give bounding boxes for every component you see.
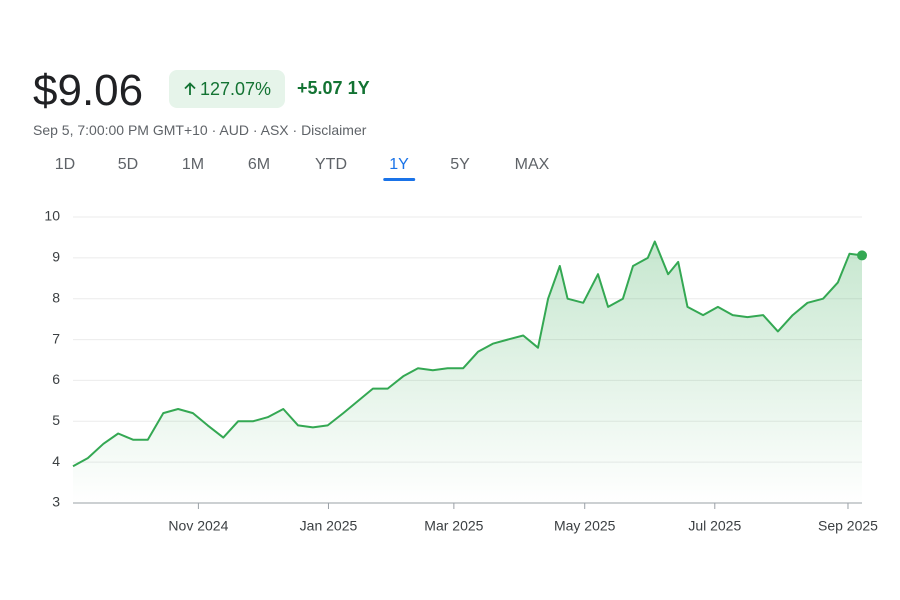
- y-tick-label: 3: [52, 494, 60, 510]
- range-tab[interactable]: YTD: [315, 156, 347, 173]
- y-tick-label: 5: [52, 412, 60, 428]
- range-tab[interactable]: 1M: [181, 156, 205, 173]
- x-tick-label: Mar 2025: [424, 518, 483, 534]
- range-tab[interactable]: 5D: [117, 156, 139, 173]
- x-tick-label: Jul 2025: [688, 518, 741, 534]
- price: $9.06: [33, 66, 144, 115]
- change-value: +5.07: [297, 78, 343, 98]
- x-tick-label: Sep 2025: [818, 518, 878, 534]
- x-tick-label: May 2025: [554, 518, 616, 534]
- meta-text: Sep 5, 7:00:00 PM GMT+10 · AUD · ASX ·: [33, 122, 302, 138]
- up-arrow: [184, 82, 196, 95]
- end-dot: [857, 250, 867, 261]
- x-tick-label: Nov 2024: [168, 518, 228, 534]
- y-tick-label: 8: [52, 289, 60, 305]
- disclaimer-link[interactable]: Disclaimer: [301, 122, 367, 138]
- y-tick-label: 6: [52, 371, 60, 387]
- range-tab[interactable]: 6M: [247, 156, 271, 173]
- change: +5.07 1Y: [297, 78, 370, 99]
- y-tick-label: 10: [44, 208, 60, 224]
- range-tab[interactable]: 1Y: [383, 156, 415, 181]
- x-tick-label: Jan 2025: [300, 518, 358, 534]
- y-tick-label: 9: [52, 249, 60, 265]
- price-line: [72, 240, 863, 468]
- area: [73, 241, 862, 503]
- range-tab[interactable]: 5Y: [450, 156, 470, 173]
- meta: Sep 5, 7:00:00 PM GMT+10 · AUD · ASX · D…: [33, 122, 366, 138]
- range-tab[interactable]: MAX: [514, 156, 550, 173]
- change-percent: 127.07%: [199, 78, 272, 99]
- range-tab[interactable]: 1D: [54, 156, 76, 173]
- y-tick-label: 4: [52, 453, 60, 469]
- change-chip: 127.07%: [169, 70, 285, 108]
- change-period: 1Y: [347, 78, 370, 98]
- y-tick-label: 7: [52, 330, 60, 346]
